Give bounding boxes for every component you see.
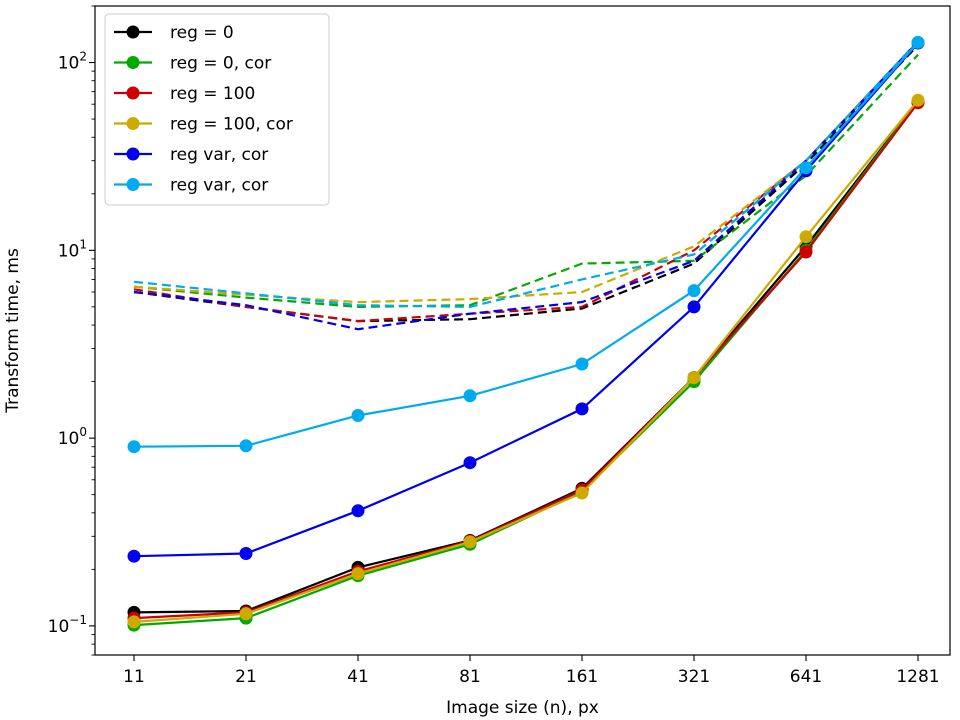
series-4-point [351, 504, 365, 518]
y-tick-label: 10−1 [48, 613, 87, 637]
x-tick-label: 161 [566, 667, 598, 687]
legend-marker [126, 178, 140, 191]
series-2-point [799, 245, 813, 259]
series-3-point [575, 486, 589, 500]
series-4-line [133, 42, 919, 558]
legend-label: reg = 0, cor [170, 54, 271, 74]
series-5-point [463, 389, 477, 403]
series-3-point [799, 230, 813, 244]
y-tick-label: 102 [58, 50, 87, 74]
series-3-point [239, 607, 253, 621]
axes-frame [94, 5, 951, 656]
x-tick-label: 1281 [896, 667, 939, 687]
series-5-point [351, 409, 365, 422]
legend-marker [126, 86, 140, 100]
x-tick-label: 11 [123, 667, 145, 687]
series-5-point [239, 439, 253, 453]
series-3-point [351, 567, 365, 581]
x-tick-label: 321 [678, 667, 710, 687]
legend-marker [126, 147, 140, 161]
series-4-point [127, 549, 141, 563]
series-3-point [687, 371, 701, 385]
series-5-dashed-line [133, 40, 919, 309]
legend-box [104, 13, 330, 206]
x-tick-label: 641 [790, 667, 822, 687]
series-5-point [127, 440, 141, 454]
series-5-point [687, 284, 701, 298]
legend-marker [126, 117, 140, 130]
legend-label: reg = 100, cor [170, 115, 293, 135]
legend-marker [126, 25, 140, 39]
series-4-point [239, 547, 253, 560]
x-axis-label: Image size (n), px [446, 698, 599, 718]
series-3-line [133, 99, 919, 623]
x-tick-label: 21 [235, 667, 257, 687]
y-tick-label: 101 [58, 237, 87, 261]
series-3-point [911, 93, 925, 107]
legend-label: reg var, cor [170, 145, 268, 165]
series-3-point [463, 535, 477, 549]
legend: reg = 0 reg = 0, cor reg = 100 reg = 100, c… [104, 13, 330, 206]
series-4-point [463, 456, 477, 470]
series-4-point [575, 402, 589, 416]
series-4-dashed-line [133, 41, 919, 331]
series-4-point [687, 300, 701, 314]
legend-label: reg = 100 [170, 84, 255, 104]
series-5-point [911, 35, 925, 49]
legend-label: reg = 0 [170, 23, 234, 43]
legend-label: reg var, cor [170, 176, 268, 196]
plot-area [127, 35, 925, 632]
y-tick-label: 100 [58, 425, 87, 449]
series-1-dashed-line [133, 54, 919, 309]
x-tick-label: 81 [459, 667, 481, 687]
x-tick-label: 41 [347, 667, 369, 687]
legend-marker [126, 56, 140, 69]
series-5-line [133, 41, 919, 448]
series-2-line [133, 102, 919, 620]
series-5-point [799, 161, 813, 175]
series-5-point [575, 357, 589, 371]
series-3-point [127, 615, 141, 629]
axes: 11 21 41 81 161 321 641 1281 10−1 100 101 102 [48, 5, 951, 687]
y-axis-label: Transform time, ms [3, 248, 23, 414]
